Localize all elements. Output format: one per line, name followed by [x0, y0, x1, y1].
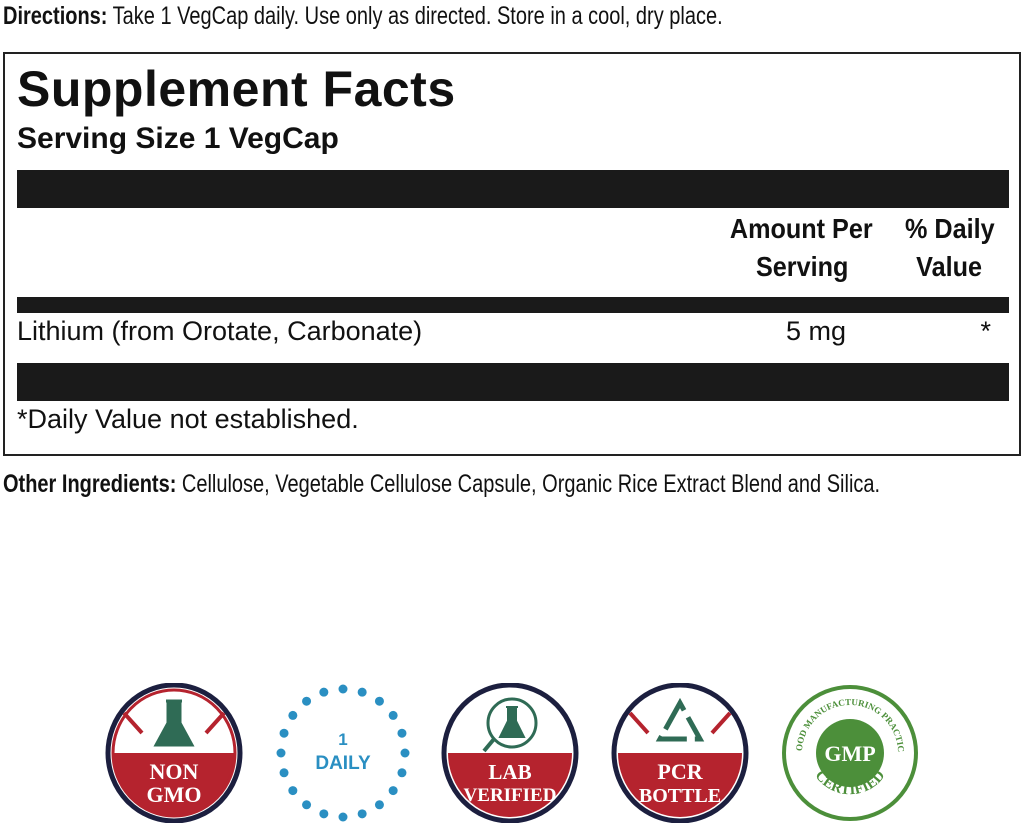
directions-label: Directions: — [3, 2, 108, 30]
dot — [302, 800, 312, 810]
footnote: *Daily Value not established. — [17, 404, 359, 434]
other-ingredients-text: Cellulose, Vegetable Cellulose Capsule, … — [176, 470, 881, 498]
dot — [397, 768, 407, 778]
dot — [279, 768, 289, 778]
header-line: Amount Per — [730, 213, 873, 244]
supplement-facts-panel: Supplement Facts Serving Size 1 VegCap A… — [3, 52, 1021, 456]
recycle-icon — [655, 697, 705, 742]
nutrient-name: Lithium (from Orotate, Carbonate) — [17, 316, 423, 346]
dot — [374, 696, 384, 706]
flask-icon — [153, 699, 195, 747]
dot — [302, 696, 312, 706]
dot — [397, 728, 407, 738]
badge-line: LAB — [488, 760, 531, 784]
badge-line: 1 — [338, 730, 347, 749]
dot — [288, 786, 298, 796]
badge-line: VERIFIED — [464, 785, 557, 806]
divider-medium — [17, 297, 1009, 313]
dot — [357, 687, 367, 697]
lab-verified-badge: LAB VERIFIED — [441, 683, 579, 823]
divider-thick — [17, 170, 1009, 208]
dot — [374, 800, 384, 810]
dot — [319, 687, 329, 697]
directions-text: Take 1 VegCap daily. Use only as directe… — [107, 2, 723, 30]
one-daily-badge: 1 DAILY — [276, 684, 410, 822]
dot — [357, 809, 367, 819]
non-gmo-badge: NON GMO — [105, 683, 243, 823]
badge-line: NON — [150, 759, 199, 784]
dot — [288, 710, 298, 720]
dot — [279, 728, 289, 738]
dot — [338, 812, 348, 822]
directions: Directions: Take 1 VegCap daily. Use onl… — [3, 2, 723, 31]
badge-line: PCR — [657, 759, 703, 784]
dot — [276, 748, 286, 758]
dot — [338, 684, 348, 694]
nutrient-amount: 5 mg — [785, 316, 846, 346]
magnifier-flask-icon — [482, 697, 538, 753]
serving-size: Serving Size 1 VegCap — [17, 122, 339, 155]
dot — [319, 809, 329, 819]
other-ingredients: Other Ingredients: Cellulose, Vegetable … — [3, 470, 880, 499]
header-daily-value: % Daily Value — [905, 210, 995, 286]
badge-line: GMP — [824, 741, 875, 766]
badge-line: BOTTLE — [639, 785, 721, 807]
other-ingredients-label: Other Ingredients: — [3, 470, 177, 498]
gmp-certified-badge: GOOD MANUFACTURING PRACTICE GMP CERTIFIE… — [780, 683, 918, 821]
dot — [388, 710, 398, 720]
header-amount-per-serving: Amount Per Serving — [730, 210, 873, 286]
header-line: Serving — [756, 251, 849, 282]
badge-row: NON GMO 1 DAILY LAB VERIFIED PCR BOTTLE … — [0, 683, 1024, 825]
dot — [400, 748, 410, 758]
panel-title: Supplement Facts — [17, 61, 456, 117]
badge-line: DAILY — [315, 753, 371, 774]
header-line: Value — [916, 251, 983, 282]
header-line: % Daily — [905, 213, 995, 244]
badge-line: GMO — [147, 782, 202, 807]
pcr-bottle-badge: PCR BOTTLE — [611, 683, 749, 823]
divider-thick — [17, 363, 1009, 401]
dot — [388, 786, 398, 796]
nutrient-dv: * — [980, 316, 991, 346]
